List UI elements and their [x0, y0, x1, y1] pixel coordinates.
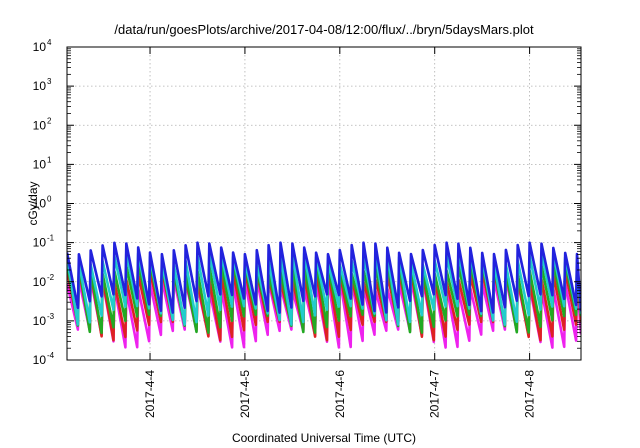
y-tick-label: 10 [33, 236, 47, 250]
y-tick-label: 10 [33, 157, 47, 171]
x-axis-ticks: 2017-4-4 2017-4-5 2017-4-6 2017-4-7 2017-4-8 [143, 47, 537, 418]
x-tick-label: 2017-4-8 [523, 370, 537, 418]
y-tick-exponent: -4 [47, 351, 55, 360]
y-tick-label: 10 [33, 314, 47, 328]
chart-title: /data/run/goesPlots/archive/2017-04-08/1… [114, 22, 534, 37]
y-tick-label: 10 [33, 197, 47, 211]
x-tick-label: 2017-4-6 [333, 370, 347, 418]
y-tick-exponent: -2 [47, 273, 55, 282]
y-tick-exponent: 3 [47, 77, 52, 86]
y-tick-label: 10 [33, 79, 47, 93]
y-tick-label: 10 [33, 40, 47, 54]
series-line [67, 241, 581, 314]
y-tick-label: 10 [33, 353, 47, 367]
y-tick-label: 10 [33, 275, 47, 289]
y-tick-exponent: 0 [47, 195, 52, 204]
y-tick-exponent: 4 [47, 38, 52, 47]
x-tick-label: 2017-4-7 [428, 370, 442, 418]
y-tick-exponent: -1 [47, 234, 55, 243]
y-axis-label: cGy/day [26, 181, 40, 225]
data-series [67, 241, 581, 349]
y-tick-exponent: -3 [47, 312, 55, 321]
y-tick-exponent: 2 [47, 116, 52, 125]
y-tick-label: 10 [33, 118, 47, 132]
x-tick-label: 2017-4-4 [143, 370, 157, 418]
x-tick-label: 2017-4-5 [238, 370, 252, 418]
x-axis-label: Coordinated Universal Time (UTC) [232, 431, 416, 445]
y-tick-exponent: 1 [47, 155, 52, 164]
